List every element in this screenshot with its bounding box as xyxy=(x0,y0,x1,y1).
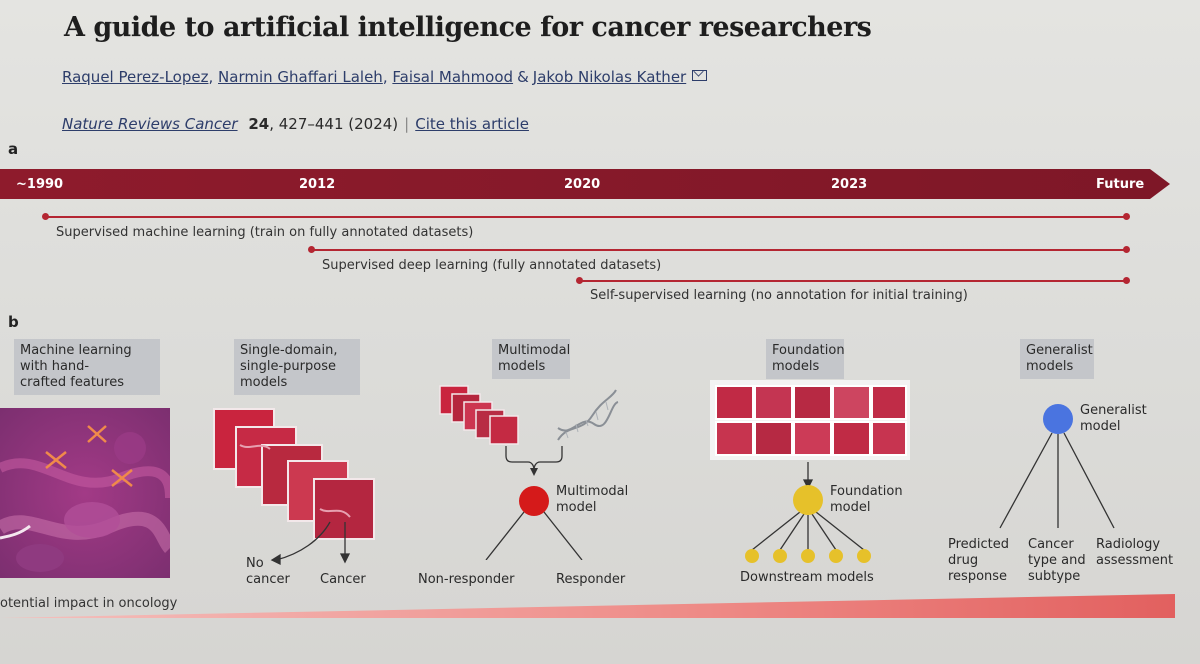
era-label: Supervised machine learning (train on fu… xyxy=(56,225,474,240)
panel-b-label: b xyxy=(8,313,19,331)
generalist-tree xyxy=(999,404,1115,529)
impact-gradient-bar xyxy=(0,594,1175,618)
histology-image xyxy=(0,408,170,578)
tick-2023: 2023 xyxy=(831,177,868,192)
author-link[interactable]: Jakob Nikolas Kather xyxy=(532,68,687,86)
era-label: Supervised deep learning (fully annotate… xyxy=(322,258,662,273)
timeline-arrow xyxy=(0,169,1170,199)
author-link[interactable]: Narmin Ghaffari Laleh xyxy=(218,68,383,86)
era-label: Self-supervised learning (no annotation … xyxy=(590,288,968,303)
separator: | xyxy=(404,115,410,133)
era-start-dot xyxy=(576,277,583,284)
era-line-supervised-ml xyxy=(46,216,1126,218)
era-end-dot xyxy=(1123,246,1130,253)
volume: 24 xyxy=(248,115,270,133)
tick-future: Future xyxy=(1096,177,1145,192)
author-link[interactable]: Faisal Mahmood xyxy=(392,68,514,86)
era-start-dot xyxy=(308,246,315,253)
output-drug-response: Predicted drug response xyxy=(948,537,1010,584)
stage-title-handcrafted: Machine learning with hand- crafted feat… xyxy=(14,339,160,395)
multimodal-diagram xyxy=(439,385,619,560)
author-list: Raquel Perez-Lopez, Narmin Ghaffari Lale… xyxy=(62,68,708,86)
author-link[interactable]: Raquel Perez-Lopez xyxy=(62,68,209,86)
single-domain-tile-stack xyxy=(213,408,375,540)
era-start-dot xyxy=(42,213,49,220)
foundation-model-label: Foundation model xyxy=(830,484,903,515)
era-end-dot xyxy=(1123,277,1130,284)
impact-label: otential impact in oncology xyxy=(0,596,178,611)
multimodal-node xyxy=(519,486,549,516)
era-line-self-supervised xyxy=(580,280,1126,282)
stage-title-generalist: Generalist models xyxy=(1020,339,1094,379)
single-domain-arrows xyxy=(270,521,351,566)
pages: , 427–441 (2024) xyxy=(269,115,399,133)
stage-title-multimodal: Multimodal models xyxy=(492,339,570,379)
era-end-dot xyxy=(1123,213,1130,220)
output-radiology: Radiology assessment xyxy=(1096,537,1174,568)
output-cancer-type: Cancer type and subtype xyxy=(1028,537,1086,584)
tick-2012: 2012 xyxy=(299,177,336,192)
tick-2020: 2020 xyxy=(564,177,601,192)
stage-title-single-domain: Single-domain, single-purpose models xyxy=(234,339,360,395)
tick-1990: ~1990 xyxy=(16,177,64,192)
downstream-models-label: Downstream models xyxy=(740,570,874,585)
generalist-node xyxy=(1043,404,1073,434)
citation-line: Nature Reviews Cancer 24, 427–441 (2024)… xyxy=(62,115,529,133)
panel-a-label: a xyxy=(8,140,19,158)
era-line-supervised-dl xyxy=(312,249,1126,251)
output-responder: Responder xyxy=(556,572,626,587)
generalist-model-label: Generalist model xyxy=(1080,403,1147,434)
email-icon[interactable] xyxy=(692,70,708,81)
paper-title: A guide to artificial intelligence for c… xyxy=(64,12,872,43)
foundation-tile-grid xyxy=(710,380,910,460)
cite-link[interactable]: Cite this article xyxy=(415,115,529,133)
output-non-responder: Non-responder xyxy=(418,572,515,587)
multimodal-model-label: Multimodal model xyxy=(556,484,629,515)
output-cancer: Cancer xyxy=(320,572,366,587)
stage-title-foundation: Foundation models xyxy=(766,339,845,379)
journal-name[interactable]: Nature Reviews Cancer xyxy=(62,115,238,133)
foundation-node xyxy=(793,485,823,515)
foundation-tree xyxy=(745,462,871,563)
output-no-cancer: No cancer xyxy=(246,556,290,587)
